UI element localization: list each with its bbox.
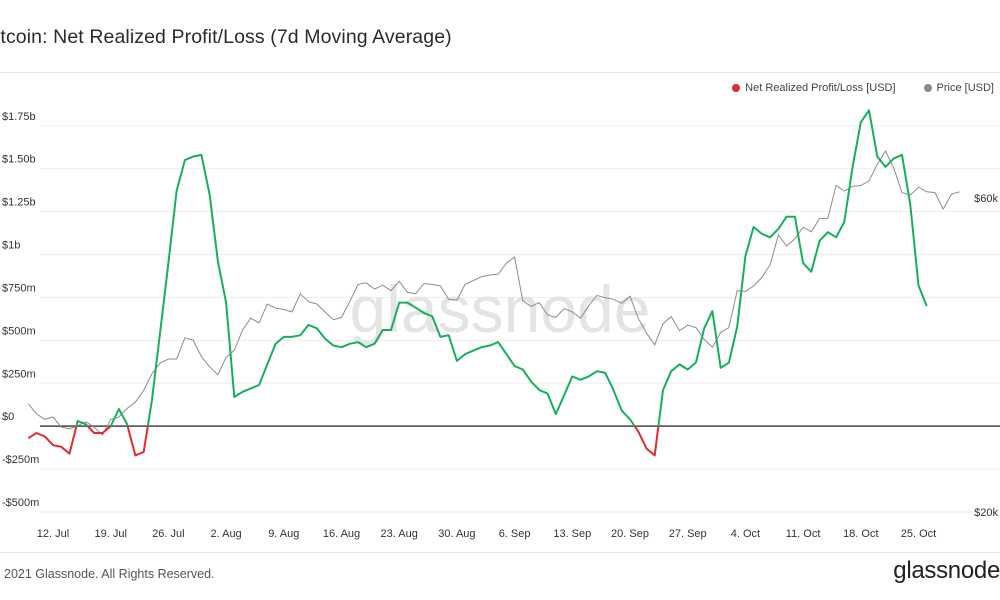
- price-series-line: [27, 149, 960, 436]
- legend-item-profit-loss[interactable]: Net Realized Profit/Loss [USD]: [732, 82, 896, 94]
- y-left-tick-label: $750m: [2, 282, 36, 294]
- x-tick-label: 16. Aug: [323, 528, 360, 540]
- profit-segment: [109, 408, 129, 427]
- footer-logo: glassnode: [893, 557, 1000, 584]
- x-tick-label: 18. Oct: [843, 528, 878, 540]
- x-tick-label: 20. Sep: [611, 528, 649, 540]
- legend-item-price[interactable]: Price [USD]: [923, 82, 994, 94]
- x-tick-label: 13. Sep: [553, 528, 591, 540]
- loss-segment: [126, 425, 149, 457]
- gridlines: [40, 125, 1000, 513]
- profit-segment: [146, 153, 636, 427]
- y-left-tick-label: $500m: [2, 325, 36, 337]
- x-tick-label: 26. Jul: [152, 528, 184, 540]
- legend-dot-profit-loss-icon: [732, 84, 741, 92]
- profit-segment: [657, 109, 928, 427]
- footer-separator: [0, 552, 1000, 553]
- y-left-tick-label: $250m: [2, 368, 36, 380]
- y-left-tick-label: -$500m: [2, 497, 39, 509]
- profit-loss-series: [27, 109, 928, 457]
- x-tick-label: 27. Sep: [669, 528, 707, 540]
- y-left-tick-label: $1.75b: [2, 111, 36, 123]
- x-tick-label: 30. Aug: [438, 528, 475, 540]
- y-right-tick-label: $60k: [974, 193, 998, 205]
- x-tick-label: 2. Aug: [210, 528, 241, 540]
- y-left-tick-label: -$250m: [2, 454, 39, 466]
- chart-title: itcoin: Net Realized Profit/Loss (7d Mov…: [0, 26, 452, 48]
- x-tick-label: 23. Aug: [381, 528, 418, 540]
- x-tick-label: 12. Jul: [37, 528, 69, 540]
- legend-label-price: Price [USD]: [936, 82, 994, 94]
- y-axis-left: -$500m -$250m $0 $250m $500m $750m $1b $1.25b $1…: [2, 111, 39, 509]
- legend-dot-price-icon: [923, 84, 932, 92]
- x-tick-label: 19. Jul: [94, 528, 126, 540]
- loss-segment: [86, 425, 112, 434]
- y-left-tick-label: $1b: [2, 240, 20, 252]
- footer-copyright: 2021 Glassnode. All Rights Reserved.: [4, 567, 215, 581]
- x-tick-label: 6. Sep: [499, 528, 531, 540]
- watermark: glassnode: [350, 272, 651, 346]
- loss-segment: [27, 425, 78, 455]
- y-left-tick-label: $1.25b: [2, 197, 36, 209]
- x-tick-label: 9. Aug: [268, 528, 299, 540]
- x-tick-label: 25. Oct: [901, 528, 936, 540]
- legend-label-profit-loss: Net Realized Profit/Loss [USD]: [745, 82, 896, 94]
- loss-segment: [633, 425, 660, 457]
- y-left-tick-label: $1.50b: [2, 154, 36, 166]
- x-tick-label: 11. Oct: [786, 528, 821, 540]
- x-axis: 12. Jul 19. Jul 26. Jul 2. Aug 9. Aug 16. Aug…: [37, 528, 936, 540]
- y-left-tick-label: $0: [2, 411, 14, 423]
- legend: Net Realized Profit/Loss [USD] Price [US…: [732, 82, 994, 94]
- y-right-tick-label: $20k: [974, 507, 998, 519]
- y-axis-right: $20k $60k: [974, 193, 998, 519]
- x-tick-label: 4. Oct: [731, 528, 760, 540]
- profit-segment: [75, 420, 89, 427]
- title-separator: [0, 72, 1000, 73]
